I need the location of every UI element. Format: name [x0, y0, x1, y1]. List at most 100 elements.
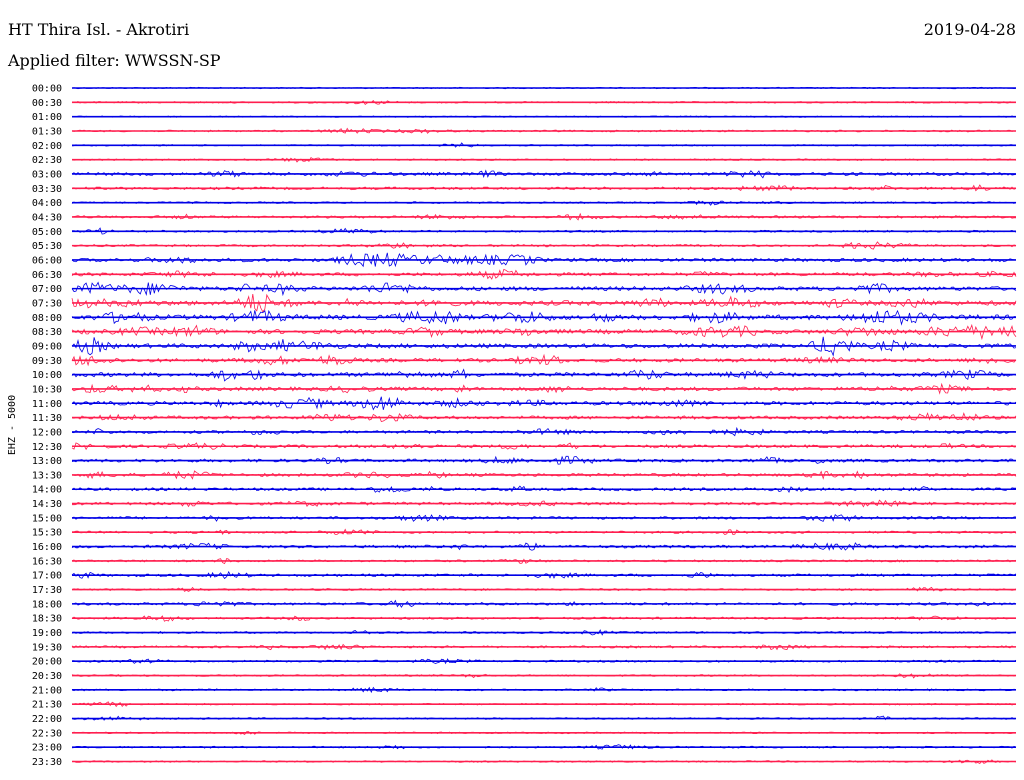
- time-tick-label: 05:00: [32, 227, 62, 238]
- time-tick-label: 05:30: [32, 241, 62, 252]
- seismic-trace: [71, 599, 1017, 608]
- seismic-trace: [71, 731, 1017, 736]
- seismic-trace: [71, 442, 1017, 451]
- seismic-trace: [71, 142, 1017, 148]
- seismic-trace: [71, 643, 1017, 651]
- time-tick-label: 02:00: [32, 141, 62, 152]
- seismic-trace: [71, 212, 1016, 221]
- seismic-trace: [71, 86, 1017, 90]
- filter-label: Applied filter: WWSSN-SP: [8, 51, 221, 70]
- seismic-trace: [72, 499, 1017, 508]
- date-label: 2019-04-28: [923, 20, 1016, 39]
- seismic-trace: [71, 485, 1016, 494]
- seismic-trace: [71, 759, 1017, 764]
- time-tick-label: 08:00: [32, 313, 62, 324]
- seismic-trace: [72, 528, 1017, 536]
- time-tick-label: 23:30: [32, 757, 62, 768]
- time-tick-label: 16:00: [32, 542, 62, 553]
- time-tick-label: 19:00: [32, 628, 62, 639]
- time-tick-label: 17:00: [32, 571, 62, 582]
- y-axis-label: EHZ - 5000: [7, 395, 18, 455]
- time-tick-label: 16:30: [32, 556, 62, 567]
- seismic-trace: [71, 715, 1017, 721]
- time-tick-label: 19:30: [32, 642, 62, 653]
- seismic-trace: [71, 412, 1017, 422]
- time-tick-label: 03:30: [32, 184, 62, 195]
- seismic-trace: [71, 382, 1017, 395]
- seismic-trace: [71, 744, 1017, 750]
- time-tick-label: 01:00: [32, 112, 62, 123]
- seismic-trace: [71, 200, 1017, 206]
- time-tick-label: 12:30: [32, 442, 62, 453]
- seismic-trace: [71, 586, 1017, 592]
- seismic-traces: [71, 86, 1017, 764]
- seismic-trace: [71, 470, 1017, 480]
- time-tick-label: 20:30: [32, 671, 62, 682]
- seismic-trace: [71, 353, 1017, 367]
- seismic-trace: [71, 686, 1017, 694]
- time-tick-label: 18:30: [32, 614, 62, 625]
- time-tick-label: 03:00: [32, 169, 62, 180]
- time-tick-label: 02:30: [32, 155, 62, 166]
- time-tick-label: 00:30: [32, 98, 62, 109]
- seismic-trace: [71, 673, 1017, 679]
- seismic-trace: [71, 309, 1017, 326]
- time-tick-label: 17:30: [32, 585, 62, 596]
- time-tick-labels: 00:00 00:30 01:00 01:30 02:00 02:30 03:00 03:30…: [32, 84, 62, 769]
- time-tick-label: 14:30: [32, 499, 62, 510]
- time-tick-label: 22:00: [32, 714, 62, 725]
- time-tick-label: 20:00: [32, 657, 62, 668]
- time-tick-label: 09:00: [32, 341, 62, 352]
- seismic-trace: [71, 396, 1017, 411]
- time-tick-label: 06:00: [32, 255, 62, 266]
- time-tick-label: 07:00: [32, 284, 62, 295]
- time-tick-label: 04:00: [32, 198, 62, 209]
- time-tick-label: 21:30: [32, 700, 62, 711]
- time-tick-label: 18:00: [32, 599, 62, 610]
- seismic-trace: [71, 252, 1017, 268]
- seismic-trace: [71, 658, 1017, 665]
- seismic-trace: [71, 127, 1017, 134]
- seismic-trace: [71, 368, 1017, 382]
- seismic-trace: [71, 169, 1017, 179]
- seismic-trace: [71, 701, 1017, 708]
- seismic-trace: [71, 629, 1017, 636]
- time-tick-label: 08:30: [32, 327, 62, 338]
- time-tick-label: 13:00: [32, 456, 62, 467]
- time-tick-label: 15:00: [32, 513, 62, 524]
- seismic-trace: [71, 615, 1017, 622]
- seismic-trace: [71, 227, 1017, 235]
- seismic-trace: [71, 241, 1017, 250]
- time-tick-label: 23:00: [32, 743, 62, 754]
- time-tick-label: 15:30: [32, 528, 62, 539]
- seismic-trace: [71, 542, 1017, 551]
- seismic-trace: [71, 157, 1017, 163]
- time-tick-label: 22:30: [32, 728, 62, 739]
- seismic-trace: [71, 455, 1017, 465]
- seismic-trace: [71, 100, 1017, 105]
- time-tick-label: 10:30: [32, 384, 62, 395]
- time-tick-label: 11:30: [32, 413, 62, 424]
- time-tick-label: 01:30: [32, 126, 62, 137]
- seismic-trace: [71, 336, 1017, 357]
- time-tick-label: 09:30: [32, 356, 62, 367]
- seismic-trace: [71, 281, 1017, 297]
- seismic-trace: [71, 557, 1017, 565]
- seismic-trace: [71, 115, 1017, 118]
- seismic-trace: [71, 184, 1017, 192]
- seismic-trace: [71, 514, 1016, 522]
- time-tick-label: 12:00: [32, 427, 62, 438]
- time-tick-label: 10:00: [32, 370, 62, 381]
- station-title: HT Thira Isl. - Akrotiri: [8, 20, 190, 39]
- time-tick-label: 11:00: [32, 399, 62, 410]
- time-tick-label: 00:00: [32, 84, 62, 95]
- time-tick-label: 07:30: [32, 298, 62, 309]
- seismic-trace: [71, 323, 1017, 341]
- time-tick-label: 06:30: [32, 270, 62, 281]
- time-tick-label: 14:00: [32, 485, 62, 496]
- seismic-trace: [71, 570, 1017, 580]
- time-tick-label: 21:00: [32, 685, 62, 696]
- time-tick-label: 13:30: [32, 470, 62, 481]
- time-tick-label: 04:30: [32, 212, 62, 223]
